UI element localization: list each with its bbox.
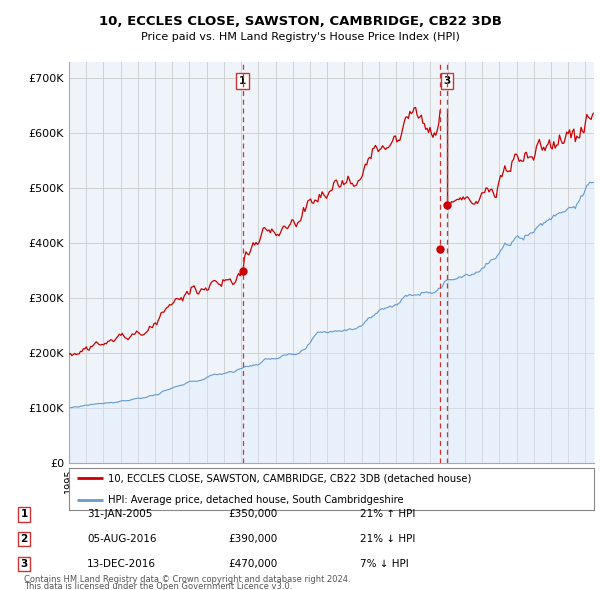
- Text: 3: 3: [443, 76, 451, 86]
- Text: £390,000: £390,000: [228, 535, 277, 544]
- Text: This data is licensed under the Open Government Licence v3.0.: This data is licensed under the Open Gov…: [24, 582, 292, 590]
- Text: Price paid vs. HM Land Registry's House Price Index (HPI): Price paid vs. HM Land Registry's House …: [140, 32, 460, 42]
- Text: 21% ↓ HPI: 21% ↓ HPI: [360, 535, 415, 544]
- Text: 13-DEC-2016: 13-DEC-2016: [87, 559, 156, 569]
- Text: £470,000: £470,000: [228, 559, 277, 569]
- Text: 10, ECCLES CLOSE, SAWSTON, CAMBRIDGE, CB22 3DB (detached house): 10, ECCLES CLOSE, SAWSTON, CAMBRIDGE, CB…: [109, 474, 472, 483]
- Text: 05-AUG-2016: 05-AUG-2016: [87, 535, 157, 544]
- Text: 31-JAN-2005: 31-JAN-2005: [87, 510, 152, 519]
- Text: £350,000: £350,000: [228, 510, 277, 519]
- Text: 10, ECCLES CLOSE, SAWSTON, CAMBRIDGE, CB22 3DB: 10, ECCLES CLOSE, SAWSTON, CAMBRIDGE, CB…: [98, 15, 502, 28]
- Text: 1: 1: [20, 510, 28, 519]
- Text: 21% ↑ HPI: 21% ↑ HPI: [360, 510, 415, 519]
- Text: 2: 2: [20, 535, 28, 544]
- Text: 1: 1: [239, 76, 246, 86]
- Text: HPI: Average price, detached house, South Cambridgeshire: HPI: Average price, detached house, Sout…: [109, 495, 404, 504]
- Text: 7% ↓ HPI: 7% ↓ HPI: [360, 559, 409, 569]
- Text: 3: 3: [20, 559, 28, 569]
- Text: Contains HM Land Registry data © Crown copyright and database right 2024.: Contains HM Land Registry data © Crown c…: [24, 575, 350, 584]
